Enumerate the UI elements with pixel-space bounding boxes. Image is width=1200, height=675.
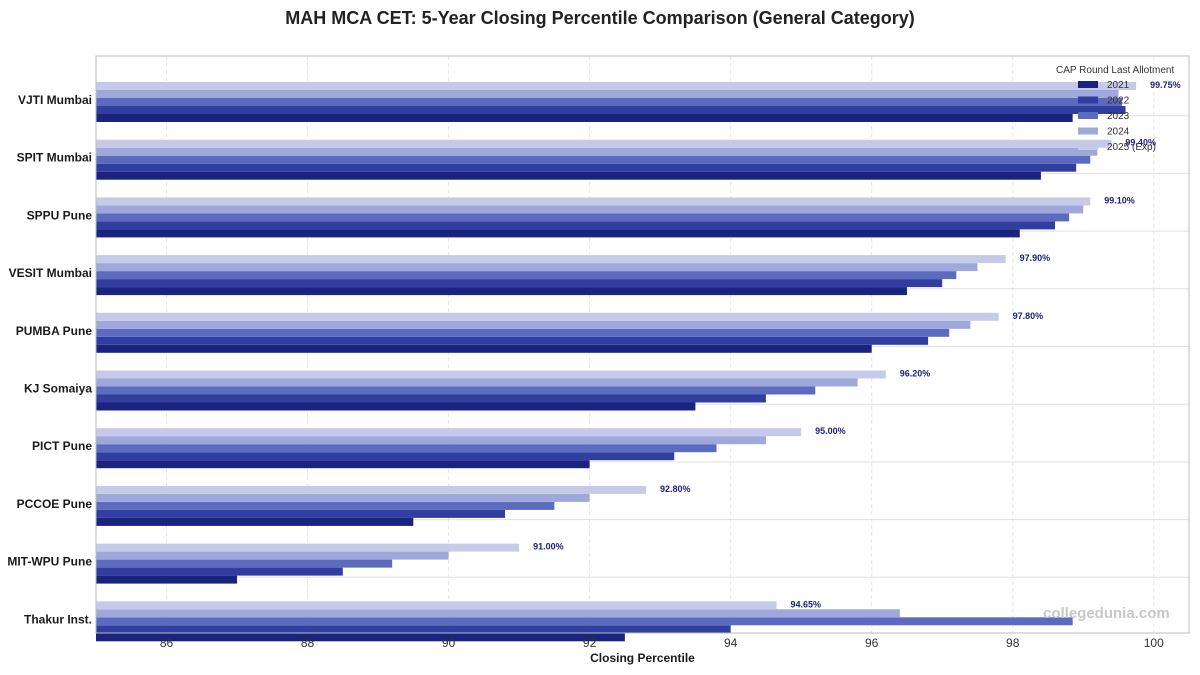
legend-label[interactable]: 2023 [1107,111,1130,122]
bar-2023[interactable] [96,271,957,280]
x-axis-title: Closing Percentile [590,651,695,665]
bar-2024[interactable] [96,609,900,618]
legend-swatch [1078,96,1098,104]
category-labels-group: VJTI Mumbai SPIT Mumbai SPPU Pune VESIT Mum… [7,93,92,626]
bar-2021[interactable] [96,402,696,411]
bar-2025-exp-[interactable] [96,197,1091,206]
legend[interactable]: CAP Round Last Allotment 2021 2022 2023 2024… [1056,65,1174,153]
bar-2021[interactable] [96,460,590,469]
bar-2025-exp-[interactable] [96,312,999,321]
x-tick-label: 90 [442,636,456,650]
x-tick-label: 96 [865,636,879,650]
legend-label[interactable]: 2022 [1107,96,1130,107]
category-label: PCCOE Pune [17,497,93,511]
bar-2024[interactable] [96,551,449,560]
bar-2025-exp-[interactable] [96,370,886,379]
x-tick-label: 86 [160,636,174,650]
bar-2024[interactable] [96,263,978,272]
bar-2021[interactable] [96,633,625,642]
category-label: PUMBA Pune [16,324,93,338]
bar-2022[interactable] [96,336,929,345]
plot-frame [95,55,1190,634]
category-label: SPIT Mumbai [17,151,92,165]
category-label: MIT-WPU Pune [7,555,92,569]
data-label: 94.65% [790,599,821,609]
bar-2022[interactable] [96,163,1077,172]
legend-swatch [1078,81,1098,88]
legend-swatch [1078,127,1098,135]
category-label: SPPU Pune [27,208,93,222]
legend-title: CAP Round Last Allotment [1056,65,1174,76]
bar-2024[interactable] [96,493,590,502]
legend-swatch [1078,143,1098,150]
x-tick-label: 88 [301,636,315,650]
bars-group [96,82,1137,642]
watermark-text: collegedunia.com [1043,605,1170,622]
bar-2024[interactable] [96,147,1098,156]
bar-2021[interactable] [96,171,1041,180]
bar-2025-exp-[interactable] [96,543,520,552]
bar-2023[interactable] [96,501,555,510]
bar-2025-exp-[interactable] [96,255,1006,264]
bar-2024[interactable] [96,320,971,329]
bar-2021[interactable] [96,229,1020,238]
data-label: 92.80% [660,484,691,494]
bar-2023[interactable] [96,155,1091,164]
category-label: VJTI Mumbai [18,93,92,107]
legend-label[interactable]: 2025 (Exp) [1107,142,1156,153]
data-label: 91.00% [533,542,564,552]
x-tick-label: 100 [1144,636,1164,650]
bar-2021[interactable] [96,287,907,296]
x-tick-labels-group: 86 88 90 92 94 96 98 100 [160,636,1164,650]
bar-2021[interactable] [96,517,414,526]
bar-2025-exp-[interactable] [96,601,777,610]
bar-2023[interactable] [96,444,717,453]
legend-swatch [1078,112,1098,119]
category-label: VESIT Mumbai [9,266,92,280]
data-label: 99.40% [1125,138,1156,148]
bar-2025-exp-[interactable] [96,428,802,437]
x-tick-label: 98 [1006,636,1020,650]
bar-2023[interactable] [96,559,393,568]
data-label: 99.10% [1104,195,1135,205]
bar-2024[interactable] [96,90,1119,98]
bar-2024[interactable] [96,378,858,387]
x-tick-label: 92 [583,636,597,650]
data-label: 97.80% [1013,311,1044,321]
data-label: 97.90% [1020,253,1051,263]
legend-label[interactable]: 2021 [1107,80,1130,91]
bar-2022[interactable] [96,509,505,518]
bar-2022[interactable] [96,279,943,288]
bar-2023[interactable] [96,98,1123,106]
bar-2023[interactable] [96,386,816,395]
bar-2025-exp-[interactable] [96,82,1137,90]
bar-2023[interactable] [96,617,1073,626]
bar-2022[interactable] [96,394,766,403]
bar-2022[interactable] [96,567,343,576]
bar-2024[interactable] [96,205,1084,214]
data-label: 99.75% [1150,80,1181,90]
bar-2024[interactable] [96,436,766,445]
bar-2021[interactable] [96,344,872,353]
bar-2023[interactable] [96,328,950,337]
bar-2021[interactable] [96,114,1073,122]
bar-2025-exp-[interactable] [96,139,1112,148]
bar-2023[interactable] [96,213,1070,222]
data-label: 95.00% [815,426,846,436]
category-label: PICT Pune [32,439,92,453]
legend-label[interactable]: 2024 [1107,127,1130,138]
data-label: 96.20% [900,369,931,379]
bar-2022[interactable] [96,625,731,634]
x-tick-label: 94 [724,636,738,650]
category-label: KJ Somaiya [24,382,92,396]
bar-2022[interactable] [96,106,1126,114]
bar-2022[interactable] [96,452,675,461]
bar-2025-exp-[interactable] [96,485,647,494]
bar-2021[interactable] [96,575,238,584]
category-label: Thakur Inst. [24,612,92,626]
chart-title: MAH MCA CET: 5-Year Closing Percentile C… [285,8,915,28]
data-labels-group: 99.75% 99.40% 99.10% 97.90% 97.80% 96.20% 95.0… [533,80,1181,609]
bar-2022[interactable] [96,221,1056,230]
